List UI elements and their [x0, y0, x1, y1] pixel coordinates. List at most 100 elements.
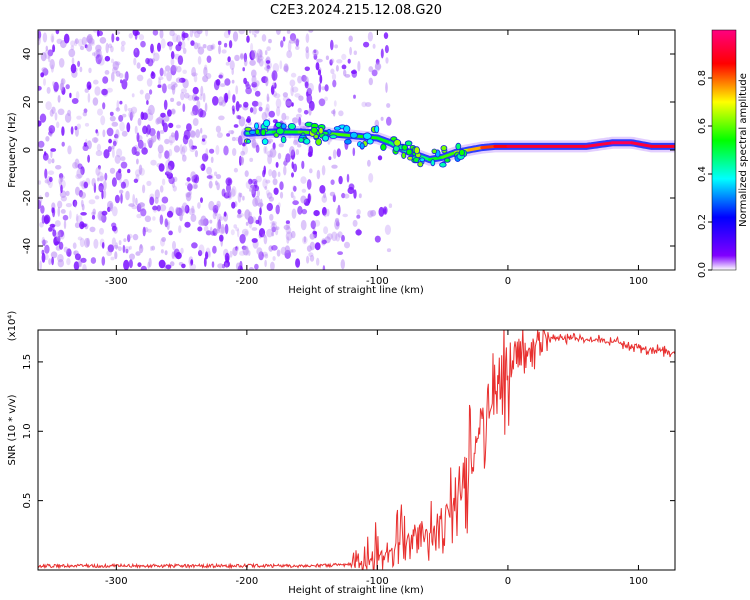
- noise-blob: [189, 30, 194, 38]
- noise-blob: [124, 72, 128, 82]
- noise-blob: [254, 195, 260, 206]
- noise-blob: [309, 233, 316, 240]
- signal-blob: [333, 126, 341, 131]
- noise-blob: [48, 258, 52, 265]
- noise-blob: [258, 106, 263, 112]
- noise-blob: [160, 249, 164, 254]
- noise-blob: [163, 70, 167, 77]
- noise-blob: [75, 213, 79, 223]
- noise-blob: [66, 248, 72, 257]
- noise-blob: [227, 56, 231, 63]
- noise-blob: [316, 169, 321, 180]
- noise-blob: [309, 168, 313, 174]
- noise-blob: [265, 60, 271, 64]
- noise-blob: [162, 83, 167, 94]
- noise-blob: [101, 189, 104, 200]
- noise-blob: [207, 251, 211, 258]
- noise-blob: [97, 30, 103, 36]
- noise-blob: [297, 75, 303, 84]
- noise-blob: [199, 164, 203, 169]
- signal-blob: [455, 142, 462, 151]
- noise-blob: [206, 175, 213, 179]
- noise-blob: [187, 183, 193, 192]
- noise-blob: [133, 57, 137, 66]
- noise-blob: [159, 30, 164, 39]
- noise-blob: [368, 66, 374, 73]
- noise-blob: [308, 30, 314, 33]
- noise-blob: [59, 82, 64, 92]
- noise-blob: [82, 264, 87, 270]
- noise-blob: [175, 77, 182, 83]
- noise-blob: [271, 169, 277, 179]
- noise-blob: [176, 101, 182, 106]
- noise-blob: [363, 41, 370, 48]
- noise-blob: [38, 30, 42, 39]
- noise-blob: [244, 170, 249, 178]
- noise-blob: [209, 219, 213, 224]
- noise-blob: [136, 158, 139, 165]
- noise-blob: [48, 125, 56, 134]
- noise-blob: [188, 208, 196, 216]
- noise-blob: [301, 160, 305, 170]
- noise-blob: [112, 66, 118, 74]
- noise-blob: [265, 179, 271, 184]
- noise-blob: [334, 219, 340, 230]
- noise-blob: [321, 86, 326, 91]
- noise-blob: [251, 100, 259, 107]
- noise-blob: [168, 230, 173, 236]
- noise-blob: [208, 180, 213, 189]
- noise-blob: [114, 133, 119, 139]
- noise-blob: [248, 211, 253, 220]
- noise-blob: [154, 189, 160, 200]
- noise-blob: [135, 251, 141, 256]
- noise-blob: [245, 83, 250, 89]
- noise-blob: [74, 253, 81, 261]
- signal-blob: [310, 126, 318, 134]
- noise-blob: [226, 183, 231, 193]
- noise-blob: [112, 148, 115, 158]
- noise-blob: [150, 43, 154, 54]
- noise-blob: [310, 220, 316, 230]
- signal-segment: [584, 141, 614, 148]
- signal-blob: [374, 125, 380, 134]
- noise-blob: [79, 237, 85, 248]
- noise-blob: [197, 226, 203, 232]
- noise-blob: [338, 175, 343, 185]
- noise-blob: [289, 249, 294, 253]
- noise-blob: [111, 225, 117, 232]
- noise-blob: [264, 107, 270, 118]
- noise-blob: [157, 42, 161, 52]
- noise-blob: [275, 204, 280, 215]
- noise-blob: [305, 50, 310, 60]
- noise-blob: [290, 72, 297, 78]
- noise-blob: [206, 166, 213, 175]
- noise-blob: [182, 32, 189, 39]
- noise-blob: [254, 30, 260, 34]
- noise-blob: [295, 258, 301, 268]
- noise-blob: [120, 79, 123, 84]
- noise-blob: [231, 186, 237, 197]
- noise-blob: [351, 70, 357, 75]
- noise-blob: [156, 205, 161, 212]
- noise-blob: [87, 154, 90, 163]
- noise-blob: [135, 197, 138, 206]
- noise-blob: [266, 192, 273, 200]
- noise-blob: [159, 185, 164, 193]
- x-tick-label: -300: [105, 276, 128, 287]
- noise-blob: [93, 182, 97, 194]
- noise-blob: [44, 49, 51, 60]
- noise-blob: [174, 130, 179, 141]
- noise-blob: [179, 212, 183, 222]
- noise-blob: [275, 227, 279, 236]
- noise-blob: [229, 60, 235, 71]
- noise-blob: [231, 201, 236, 209]
- noise-blob: [109, 111, 114, 116]
- noise-blob: [112, 140, 117, 147]
- noise-blob: [281, 112, 287, 121]
- noise-blob: [115, 61, 121, 66]
- noise-blob: [192, 105, 199, 116]
- noise-blob: [271, 226, 277, 233]
- noise-blob: [77, 236, 83, 241]
- noise-blob: [282, 36, 286, 42]
- noise-blob: [50, 148, 57, 152]
